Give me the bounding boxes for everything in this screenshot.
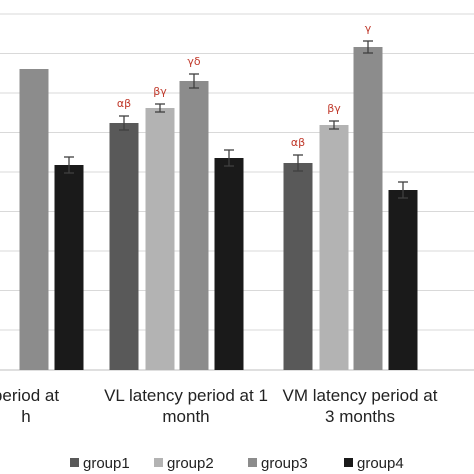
significance-label: αβ <box>117 97 131 110</box>
legend-swatch <box>154 458 163 467</box>
legend-item-group1: group1 <box>70 455 130 472</box>
bar-group3-cat2 <box>353 47 383 370</box>
error-bar-group4-cat1 <box>224 149 234 167</box>
legend: group1 group2 group3 group4 <box>70 455 404 472</box>
significance-label: αβ <box>291 136 305 149</box>
error-bar-group4-cat0 <box>64 156 74 174</box>
category-label: VM latency period at <box>283 386 438 405</box>
bar-group4-cat0 <box>54 165 84 370</box>
significance-label: γ <box>365 22 372 35</box>
legend-swatch <box>248 458 257 467</box>
error-bar-group2-cat2 <box>329 120 339 130</box>
bar-group2-cat1 <box>145 108 175 370</box>
significance-label: γδ <box>187 55 201 68</box>
significance-label: βγ <box>327 102 341 115</box>
legend-swatch <box>344 458 353 467</box>
error-bar-group3-cat1 <box>189 73 199 89</box>
legend-item-group3: group3 <box>248 455 308 472</box>
category-label: 3 months <box>325 407 395 426</box>
legend-swatch <box>70 458 79 467</box>
legend-item-group2: group2 <box>154 455 214 472</box>
bar-group4-cat2 <box>388 190 418 370</box>
significance-labels: αβ βγ γδ αβ βγ γ <box>117 22 372 149</box>
category-label: period at <box>0 386 59 405</box>
legend-label: group2 <box>167 455 214 472</box>
error-bar-group1-cat1 <box>119 115 129 131</box>
legend-label: group1 <box>83 455 130 472</box>
error-bar-group1-cat2 <box>293 154 303 172</box>
category-label: VL latency period at 1 <box>104 386 268 405</box>
bar-group3-cat1 <box>179 81 209 370</box>
category-label: month <box>162 407 209 426</box>
bar-group4-cat1 <box>214 158 244 370</box>
error-bar-group2-cat1 <box>155 103 165 113</box>
error-bars <box>64 40 408 199</box>
category-label: h <box>21 407 30 426</box>
legend-label: group4 <box>357 455 404 472</box>
bar-series <box>19 47 418 370</box>
legend-item-group4: group4 <box>344 455 404 472</box>
bar-group1-cat2 <box>283 163 313 370</box>
bar-group1-cat1 <box>109 123 139 370</box>
error-bar-group3-cat2 <box>363 40 373 54</box>
bar-group3-cat0 <box>19 69 49 370</box>
bar-group2-cat2 <box>319 125 349 370</box>
significance-label: βγ <box>153 85 167 98</box>
category-labels: period at h VL latency period at 1 month VM … <box>0 386 438 426</box>
legend-label: group3 <box>261 455 308 472</box>
error-bar-group4-cat2 <box>398 181 408 199</box>
